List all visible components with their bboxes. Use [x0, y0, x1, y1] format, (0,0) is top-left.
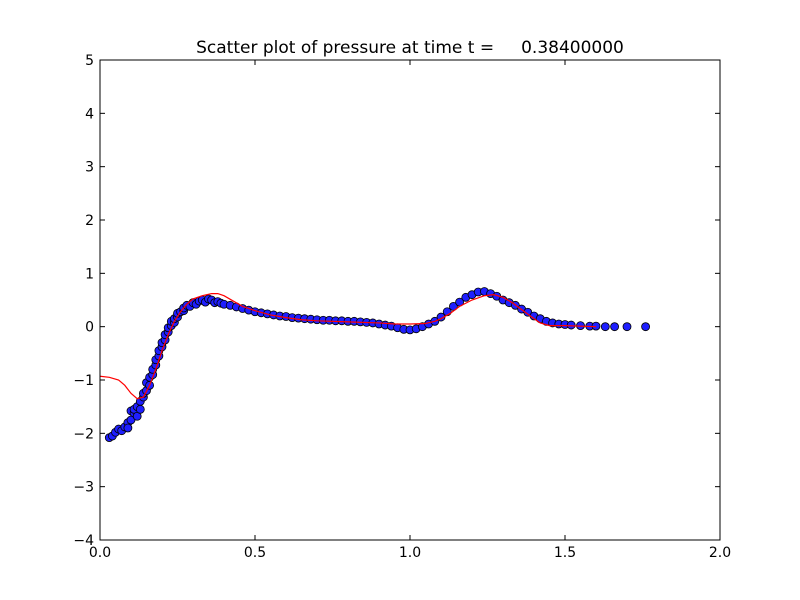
chart-title: Scatter plot of pressure at time t = 0.3… [196, 38, 624, 58]
y-tick-label: 5 [85, 53, 94, 69]
plot-frame [99, 59, 721, 541]
scatter-point [600, 322, 610, 332]
scatter-point [622, 322, 632, 332]
x-tick-label: 0.0 [89, 545, 111, 561]
data-layer [100, 287, 650, 443]
y-tick-label: −3 [73, 480, 94, 496]
scatter-point [135, 404, 145, 414]
x-tick-label: 0.5 [244, 545, 266, 561]
x-tick-label: 1.0 [399, 545, 421, 561]
y-tick-label: 4 [85, 106, 94, 122]
y-tick-label: 1 [85, 266, 94, 282]
y-tick-label: −1 [73, 373, 94, 389]
plot-area: 0.0 0.5 1.0 1.5 2.0 −4 −3 −2 −1 0 1 2 3 4 5 [73, 53, 731, 561]
y-tick-label: 0 [85, 320, 94, 336]
x-tick-label: 2.0 [709, 545, 731, 561]
scatter-point [610, 322, 619, 332]
scatter-point [123, 423, 133, 433]
y-tick-label: 2 [85, 213, 94, 229]
scatter-point [641, 322, 650, 332]
axis-layer: 0.0 0.5 1.0 1.5 2.0 −4 −3 −2 −1 0 1 2 3 4 5 [73, 53, 731, 561]
y-tick-label: −2 [73, 426, 94, 442]
x-tick-label: 1.5 [554, 545, 576, 561]
y-tick-label: 3 [85, 160, 94, 176]
series-line [100, 293, 597, 400]
y-tick-label: −4 [73, 533, 94, 549]
scatter-point [566, 320, 576, 330]
